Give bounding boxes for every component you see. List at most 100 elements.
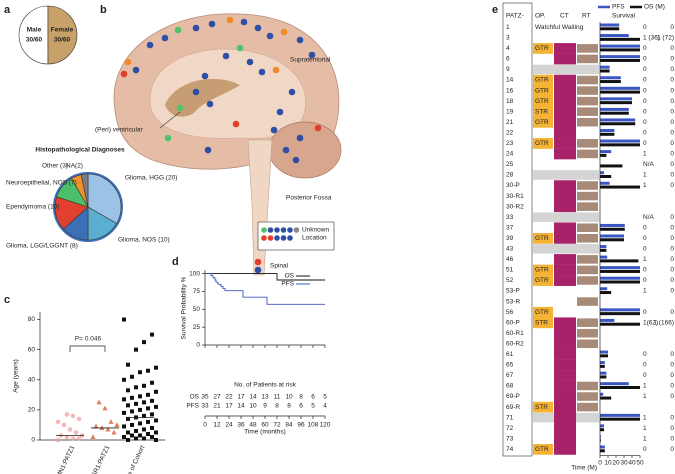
point (150, 434, 154, 439)
os-event: 0 (670, 351, 674, 358)
panel-label: d (172, 256, 179, 268)
survival-bar (600, 55, 640, 59)
y-tick-label: 40 (28, 376, 36, 383)
risk-value: 11 (274, 394, 281, 401)
point (134, 347, 138, 352)
rt-cell (577, 392, 598, 401)
pfs-event: 1 (643, 414, 647, 421)
legend-dot (280, 227, 287, 233)
point (93, 423, 99, 429)
survival-bar (600, 111, 629, 115)
patient-id: 46 (506, 256, 514, 263)
survival-bar (600, 386, 640, 389)
ct-cell (554, 359, 576, 371)
point (138, 394, 142, 399)
pfs-event: 0 (643, 246, 647, 253)
rt-cell (577, 234, 598, 243)
survival-bar (600, 375, 607, 379)
risk-value: 10 (249, 403, 257, 410)
patient-id: 72 (506, 425, 514, 432)
column-header: RT (582, 13, 591, 20)
column-header: CT (560, 13, 569, 20)
survival-bar (600, 27, 620, 31)
survival-bar (600, 361, 605, 365)
point (142, 436, 146, 441)
point (90, 434, 96, 439)
survival-bar (600, 280, 640, 284)
point (122, 317, 126, 322)
pfs-event: 0 (643, 277, 647, 284)
pfs-event: N/A (643, 161, 655, 168)
op-label: GTR (535, 98, 549, 105)
risk-value: 8 (275, 403, 279, 410)
os-event: 0 (670, 256, 674, 263)
tumor-dot (192, 88, 200, 96)
point (126, 388, 130, 393)
tumor-dot (296, 134, 304, 142)
point (130, 374, 134, 379)
legend-label: OS (285, 273, 295, 280)
ct-cell (554, 254, 576, 265)
survival-bar (600, 371, 607, 375)
rt-cell (577, 339, 598, 349)
rt-cell (577, 328, 598, 338)
point (138, 407, 142, 412)
risk-value: 14 (249, 394, 257, 401)
survival-bar (600, 413, 640, 417)
risk-value: 6 (299, 403, 303, 410)
os-event: 0 (670, 425, 674, 432)
patient-id: 23 (506, 140, 514, 147)
patient-id: 53-P (506, 288, 520, 295)
x-axis-label: Time (M) (571, 465, 597, 472)
op-cell (533, 116, 553, 128)
point (130, 422, 134, 427)
pie-label: Male (27, 27, 42, 34)
tumor-dot (201, 72, 209, 80)
pie-label: Female (51, 27, 74, 34)
os-event: 0 (670, 224, 674, 231)
survival-bar (600, 392, 604, 396)
point (122, 397, 126, 402)
patient-id: 74 (506, 446, 514, 453)
os-event: 0 (670, 66, 674, 73)
survival-bar (600, 122, 636, 126)
shaded-row (533, 64, 599, 75)
risk-value: 5 (311, 403, 315, 410)
os-event: 0 (670, 77, 674, 84)
point (146, 419, 150, 424)
point (73, 430, 79, 435)
op-cell (533, 275, 553, 286)
survival-bar (600, 223, 625, 227)
pie-label: Glioma, NOS (10) (118, 237, 170, 244)
patient-id: 16 (506, 87, 514, 94)
pie-value-label: 30/60 (26, 37, 43, 44)
survival-bar (600, 76, 621, 80)
patient-id: 56 (506, 309, 514, 316)
risk-value: 22 (225, 394, 233, 401)
point (134, 436, 138, 441)
point (134, 428, 138, 433)
survival-bar (600, 322, 640, 326)
ct-cell (554, 180, 576, 191)
risk-row-label: PFS (186, 403, 199, 410)
os-event: 0 (670, 235, 674, 242)
survival-curve (205, 273, 325, 281)
ct-cell (554, 338, 576, 350)
survival-bar (600, 276, 640, 280)
pfs-event: 0 (643, 351, 647, 358)
legend-dot (274, 235, 280, 241)
point (126, 416, 130, 421)
ct-cell (554, 401, 576, 413)
rt-cell (577, 223, 598, 232)
os-event: 0 (670, 119, 674, 126)
column-header: PATZ- (506, 13, 524, 20)
point (154, 430, 158, 435)
pfs-event: 0 (643, 56, 647, 63)
pie-label: Ependymoma (10) (6, 204, 59, 211)
rt-cell (577, 297, 598, 306)
point (111, 429, 117, 435)
pfs-event: 1 (643, 151, 647, 158)
tumor-dot (280, 28, 288, 36)
op-cell (533, 43, 553, 54)
p-value: P= 0.046 (75, 336, 102, 343)
